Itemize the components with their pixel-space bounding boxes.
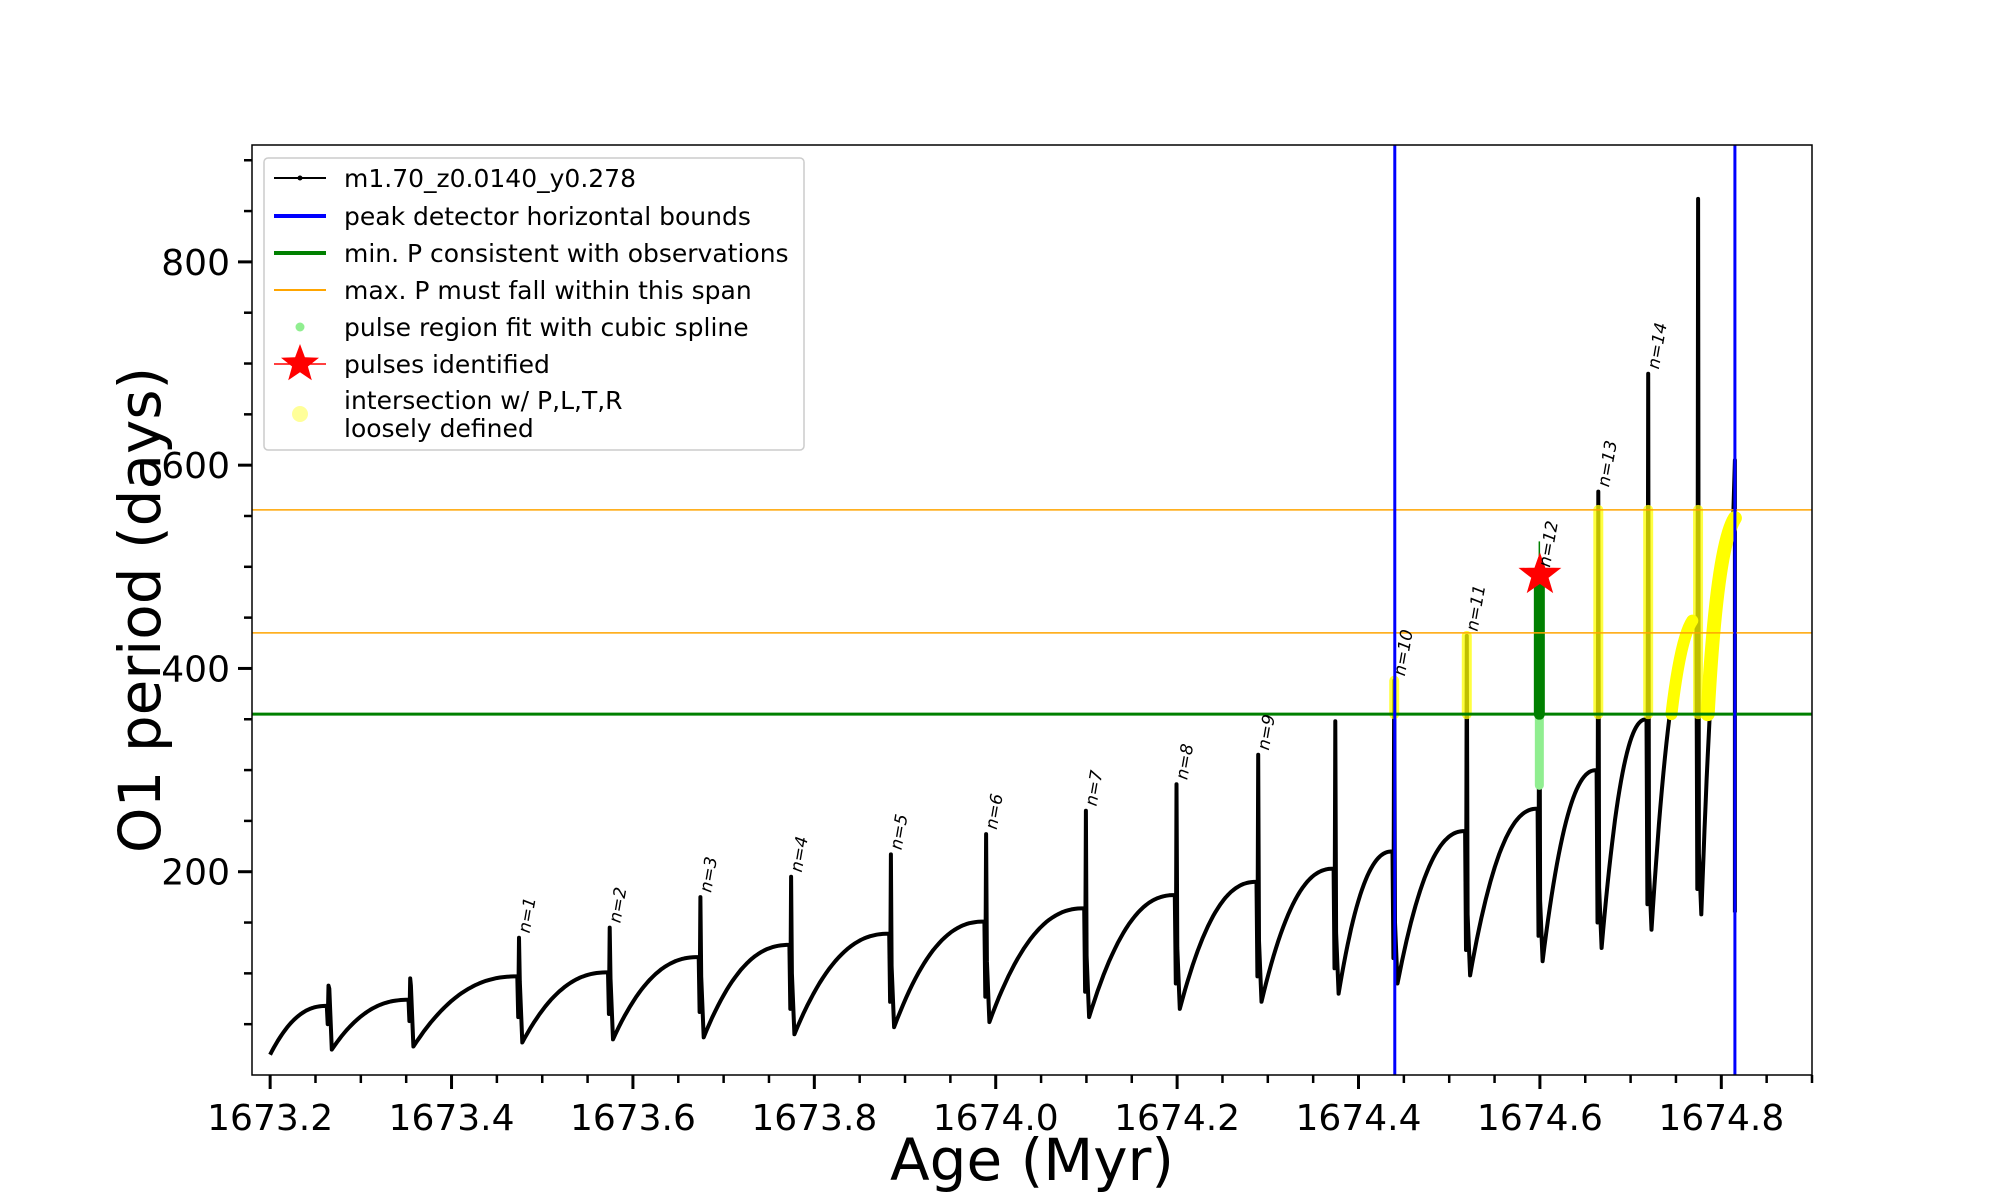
legend-label-bounds: peak detector horizontal bounds <box>344 202 751 231</box>
legend-label-min-p: min. P consistent with observations <box>344 239 789 268</box>
pulse-label-n5: n=5 <box>887 813 913 852</box>
x-axis-title: Age (Myr) <box>890 1126 1174 1194</box>
intersection-region <box>1700 511 1742 722</box>
y-tick-label: 200 <box>161 853 230 894</box>
legend-entry-min-p: min. P consistent with observations <box>274 239 789 268</box>
x-tick-label: 1674.4 <box>1296 1098 1422 1139</box>
axis-ticks: 1673.2 1673.4 1673.6 1673.8 1674.0 1674.2 1674… <box>161 158 1814 1139</box>
pulse-label-n6: n=6 <box>982 792 1008 831</box>
pulse-label-n2: n=2 <box>605 886 631 925</box>
y-tick-label: 400 <box>161 649 230 690</box>
x-tick-label: 1674.8 <box>1658 1098 1784 1139</box>
pulse-label-n14: n=14 <box>1644 321 1672 370</box>
x-tick-label: 1673.4 <box>389 1098 515 1139</box>
legend-entry-intersection: intersection w/ P,L,T,R loosely defined <box>292 386 623 443</box>
star-icon <box>281 344 319 381</box>
pulse-label-n11: n=11 <box>1463 583 1491 632</box>
y-tick-label: 600 <box>161 446 230 487</box>
x-tick-label: 1674.2 <box>1114 1098 1240 1139</box>
x-tick-label: 1673.8 <box>751 1098 877 1139</box>
x-tick-label: 1674.6 <box>1477 1098 1603 1139</box>
pulse-label-n9: n=9 <box>1254 713 1280 752</box>
legend-label-max-p: max. P must fall within this span <box>344 276 752 305</box>
pulse-label-n8: n=8 <box>1172 742 1198 781</box>
y-tick-label: 800 <box>161 243 230 284</box>
intersection-region <box>1665 614 1699 721</box>
legend-label-pulses: pulses identified <box>344 350 550 379</box>
legend-entry-bounds: peak detector horizontal bounds <box>274 202 751 231</box>
legend-label-track: m1.70_z0.0140_y0.278 <box>344 164 636 193</box>
plot-frame <box>251 144 1813 1076</box>
legend-entry-spline: pulse region fit with cubic spline <box>295 313 749 342</box>
x-tick-label: 1674.0 <box>933 1098 1059 1139</box>
legend-entry-track: m1.70_z0.0140_y0.278 <box>274 164 636 193</box>
pulse-label-n4: n=4 <box>787 835 813 874</box>
legend-label-spline: pulse region fit with cubic spline <box>344 313 749 342</box>
identified-pulse-star <box>1518 552 1562 594</box>
pulse-label-n13: n=13 <box>1594 439 1622 488</box>
pulse-label-n1: n=1 <box>515 896 541 935</box>
pulse-label-n3: n=3 <box>696 855 722 894</box>
series-track-line <box>268 196 1737 1056</box>
x-tick-label: 1673.2 <box>207 1098 333 1139</box>
y-axis-title: O1 period (days) <box>106 367 174 853</box>
legend-label-intersection-2: loosely defined <box>344 414 534 443</box>
x-tick-label: 1673.6 <box>570 1098 696 1139</box>
legend-entry-pulses: pulses identified <box>274 344 550 381</box>
legend-label-intersection-1: intersection w/ P,L,T,R <box>344 386 623 415</box>
legend-box <box>263 157 805 451</box>
pulse-label-n12: n=12 <box>1535 519 1563 568</box>
pulse-label-n7: n=7 <box>1082 769 1108 808</box>
legend-entry-max-p: max. P must fall within this span <box>274 276 752 305</box>
legend: m1.70_z0.0140_y0.278 peak detector horiz… <box>263 157 805 451</box>
